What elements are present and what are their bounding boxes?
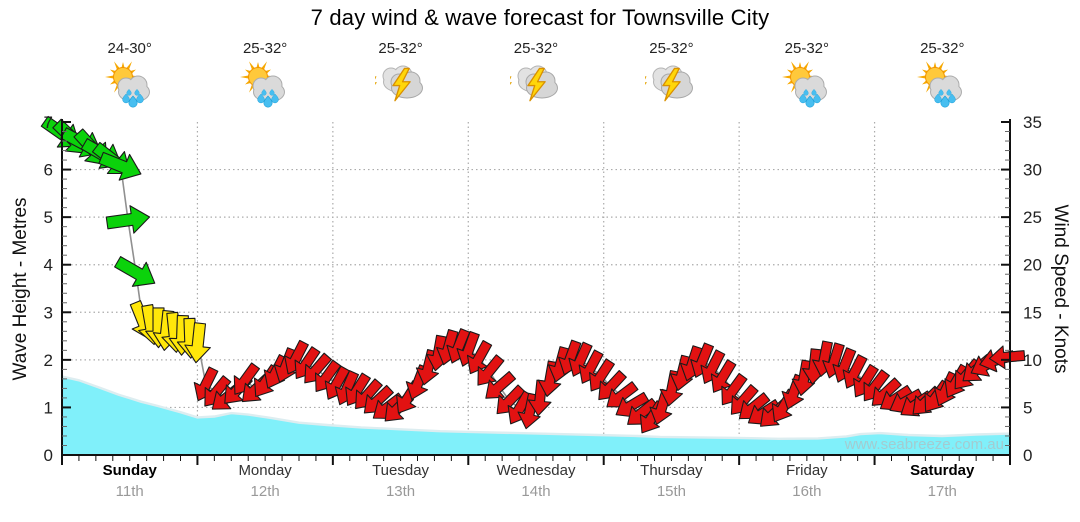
wind-arrows <box>40 115 1026 434</box>
wave-tick-label: 6 <box>44 161 53 180</box>
wind-arrow-red <box>485 370 517 399</box>
temp-range-label: 24-30° <box>107 40 152 57</box>
wind-tick-label: 10 <box>1023 351 1042 370</box>
watermark: www.seabreeze.com.au <box>844 436 1004 453</box>
day-name: Monday <box>238 462 292 479</box>
weather-icon-sun-shower <box>104 61 150 108</box>
day-name: Friday <box>786 462 828 479</box>
weather-icon-storm <box>374 65 423 102</box>
weather-icon-sun-shower <box>240 61 286 108</box>
wind-arrow-green <box>114 256 156 287</box>
wind-tick-label: 0 <box>1023 446 1032 465</box>
day-label-cell: Tuesday 13th <box>333 461 468 503</box>
day-label-cell: Friday 16th <box>739 461 874 503</box>
wind-arrow-green <box>105 205 151 234</box>
day-label-cell: Monday 12th <box>197 461 332 503</box>
chart-title: 7 day wind & wave forecast for Townsvill… <box>310 5 770 30</box>
day-name: Thursday <box>640 462 703 479</box>
forecast-day-column: 24-30° <box>62 38 197 110</box>
day-labels-row: Sunday 11th Monday 12th Tuesday 13th Wednesday… <box>62 461 1010 503</box>
wave-tick-label: 2 <box>44 351 53 370</box>
day-date: 11th <box>115 483 144 500</box>
wind-tick-label: 5 <box>1023 398 1032 417</box>
temp-range-label: 25-32° <box>513 40 559 57</box>
axes <box>61 119 1011 465</box>
day-label-cell: Thursday 15th <box>604 461 739 503</box>
day-label-cell: Wednesday 14th <box>468 461 603 503</box>
wave-tick-label: 3 <box>44 303 53 322</box>
day-date: 13th <box>385 483 416 500</box>
weather-icon-storm <box>509 65 558 102</box>
temp-range-label: 25-32° <box>920 40 965 57</box>
forecast-day-column: 25-32° <box>197 38 332 110</box>
wind-arrow-red <box>477 354 505 386</box>
wave-tick-label: 4 <box>44 256 53 275</box>
weather-icon-sun-shower <box>781 61 827 108</box>
wind-tick-label: 15 <box>1023 303 1042 322</box>
temp-range-label: 25-32° <box>649 40 694 57</box>
temp-range-label: 25-32° <box>784 40 830 57</box>
weather-icon-storm <box>645 65 694 102</box>
forecast-day-column: 25-32° <box>739 38 874 110</box>
wind-tick-label: 30 <box>1023 161 1042 180</box>
day-name: Saturday <box>910 462 975 479</box>
wave-tick-label: 7 <box>44 113 53 132</box>
wind-tick-label: 35 <box>1023 113 1042 132</box>
wind-arrow-red <box>589 358 615 392</box>
forecast-day-column: 25-32° <box>875 38 1010 110</box>
day-name: Tuesday <box>372 462 430 479</box>
wave-area <box>61 375 1011 455</box>
watermark-text: www.seabreeze.com.au <box>844 436 1004 453</box>
day-date: 15th <box>656 483 687 500</box>
wind-arrow-red <box>721 372 748 406</box>
wave-tick-label: 0 <box>44 446 53 465</box>
wind-arrow-green <box>98 151 142 181</box>
wind-tick-label: 20 <box>1023 256 1042 275</box>
wave-tick-label: 5 <box>44 208 53 227</box>
wave-tick-label: 1 <box>44 398 53 417</box>
day-label-cell: Sunday 11th <box>62 461 197 503</box>
wind-arrow-yellow <box>184 322 211 364</box>
temps-and-icons-row: 24-30° 25-32° 25-32° 25-32° 25-32° 25-32° 25-3… <box>62 38 1010 110</box>
day-date: 17th <box>927 483 957 500</box>
weather-icon-sun-shower <box>917 61 963 108</box>
day-date: 12th <box>250 483 280 500</box>
wind-arrow-red <box>710 359 737 393</box>
tick-labels: 0 1 2 3 4 5 6 7 0 5 10 15 20 25 30 35 <box>44 113 1042 465</box>
day-name: Wednesday <box>496 462 576 479</box>
day-date: 16th <box>792 483 822 500</box>
forecast-day-column: 25-32° <box>468 38 603 110</box>
day-label-cell: Saturday 17th <box>875 461 1010 503</box>
temp-range-label: 25-32° <box>242 40 288 57</box>
day-name: Sunday <box>102 462 157 479</box>
wind-arrow-red <box>988 345 1026 370</box>
forecast-day-column: 25-32° <box>333 38 468 110</box>
wind-arrow-red <box>466 339 493 375</box>
wind-tick-label: 25 <box>1023 208 1042 227</box>
forecast-day-column: 25-32° <box>604 38 739 110</box>
temp-range-label: 25-32° <box>378 40 423 57</box>
day-date: 14th <box>521 483 551 500</box>
